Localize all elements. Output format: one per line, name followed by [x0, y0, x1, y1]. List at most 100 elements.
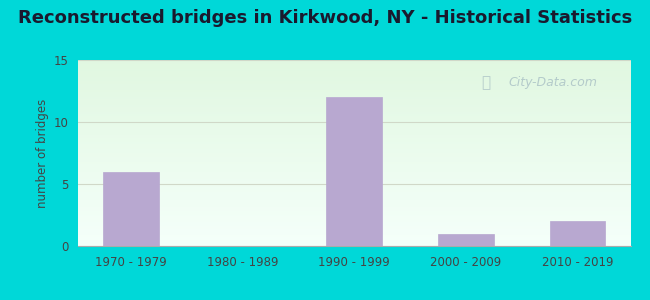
Bar: [78, 233, 630, 235]
Bar: [78, 118, 630, 119]
Bar: [78, 218, 630, 220]
Bar: [78, 153, 630, 155]
Bar: [78, 101, 630, 103]
Bar: [78, 80, 630, 82]
Bar: [78, 73, 630, 75]
Bar: [78, 175, 630, 177]
Bar: [78, 224, 630, 226]
Bar: [78, 240, 630, 242]
Bar: [78, 207, 630, 209]
Bar: [78, 179, 630, 181]
Bar: [78, 138, 630, 140]
Bar: [78, 177, 630, 179]
Bar: [78, 82, 630, 84]
Bar: [78, 66, 630, 68]
Bar: [78, 173, 630, 175]
Bar: [78, 116, 630, 118]
Bar: [78, 242, 630, 244]
Bar: [78, 203, 630, 205]
Bar: [78, 140, 630, 142]
Bar: [78, 162, 630, 164]
Bar: [78, 155, 630, 157]
Bar: [78, 216, 630, 218]
Bar: [550, 221, 605, 246]
Bar: [78, 205, 630, 207]
Bar: [78, 227, 630, 229]
Bar: [78, 105, 630, 106]
Bar: [78, 123, 630, 125]
Bar: [78, 188, 630, 190]
Text: Reconstructed bridges in Kirkwood, NY - Historical Statistics: Reconstructed bridges in Kirkwood, NY - …: [18, 9, 632, 27]
Bar: [78, 75, 630, 77]
Bar: [78, 160, 630, 162]
Bar: [78, 69, 630, 71]
Bar: [103, 172, 159, 246]
Bar: [78, 147, 630, 149]
Text: City-Data.com: City-Data.com: [509, 76, 598, 89]
Bar: [78, 164, 630, 166]
Bar: [78, 122, 630, 123]
Bar: [78, 190, 630, 192]
Bar: [78, 95, 630, 97]
Bar: [78, 60, 630, 62]
Bar: [78, 211, 630, 212]
Bar: [438, 234, 494, 246]
Bar: [78, 103, 630, 105]
Bar: [78, 198, 630, 200]
Bar: [78, 84, 630, 86]
Bar: [78, 136, 630, 138]
Bar: [78, 168, 630, 170]
Bar: [78, 125, 630, 127]
Bar: [78, 214, 630, 216]
Bar: [78, 71, 630, 73]
Bar: [78, 237, 630, 239]
Bar: [78, 129, 630, 131]
Bar: [78, 62, 630, 64]
Bar: [78, 229, 630, 231]
Bar: [78, 220, 630, 222]
Bar: [78, 110, 630, 112]
Bar: [78, 151, 630, 153]
Bar: [78, 149, 630, 151]
Bar: [78, 194, 630, 196]
Bar: [78, 192, 630, 194]
Bar: [78, 187, 630, 188]
Bar: [78, 196, 630, 198]
Bar: [78, 238, 630, 240]
Bar: [78, 144, 630, 146]
Bar: [78, 231, 630, 233]
Bar: [78, 159, 630, 161]
Bar: [78, 235, 630, 237]
Bar: [78, 114, 630, 116]
Bar: [78, 209, 630, 211]
Bar: [78, 99, 630, 101]
Bar: [78, 88, 630, 90]
Bar: [78, 133, 630, 134]
Bar: [78, 157, 630, 159]
Bar: [78, 127, 630, 129]
Bar: [78, 142, 630, 144]
Bar: [78, 170, 630, 172]
Bar: [78, 79, 630, 80]
Bar: [78, 131, 630, 133]
Bar: [78, 90, 630, 92]
Bar: [78, 119, 630, 122]
Bar: [78, 134, 630, 136]
Bar: [78, 108, 630, 110]
Bar: [78, 77, 630, 79]
Bar: [78, 172, 630, 173]
Bar: [78, 226, 630, 227]
Bar: [78, 68, 630, 69]
Bar: [78, 201, 630, 203]
Bar: [78, 222, 630, 224]
Bar: [78, 200, 630, 201]
Bar: [78, 64, 630, 66]
Bar: [78, 86, 630, 88]
Bar: [78, 106, 630, 108]
Bar: [78, 166, 630, 168]
Bar: [78, 183, 630, 184]
Bar: [78, 146, 630, 147]
Bar: [326, 97, 382, 246]
Bar: [78, 212, 630, 214]
Bar: [78, 92, 630, 94]
